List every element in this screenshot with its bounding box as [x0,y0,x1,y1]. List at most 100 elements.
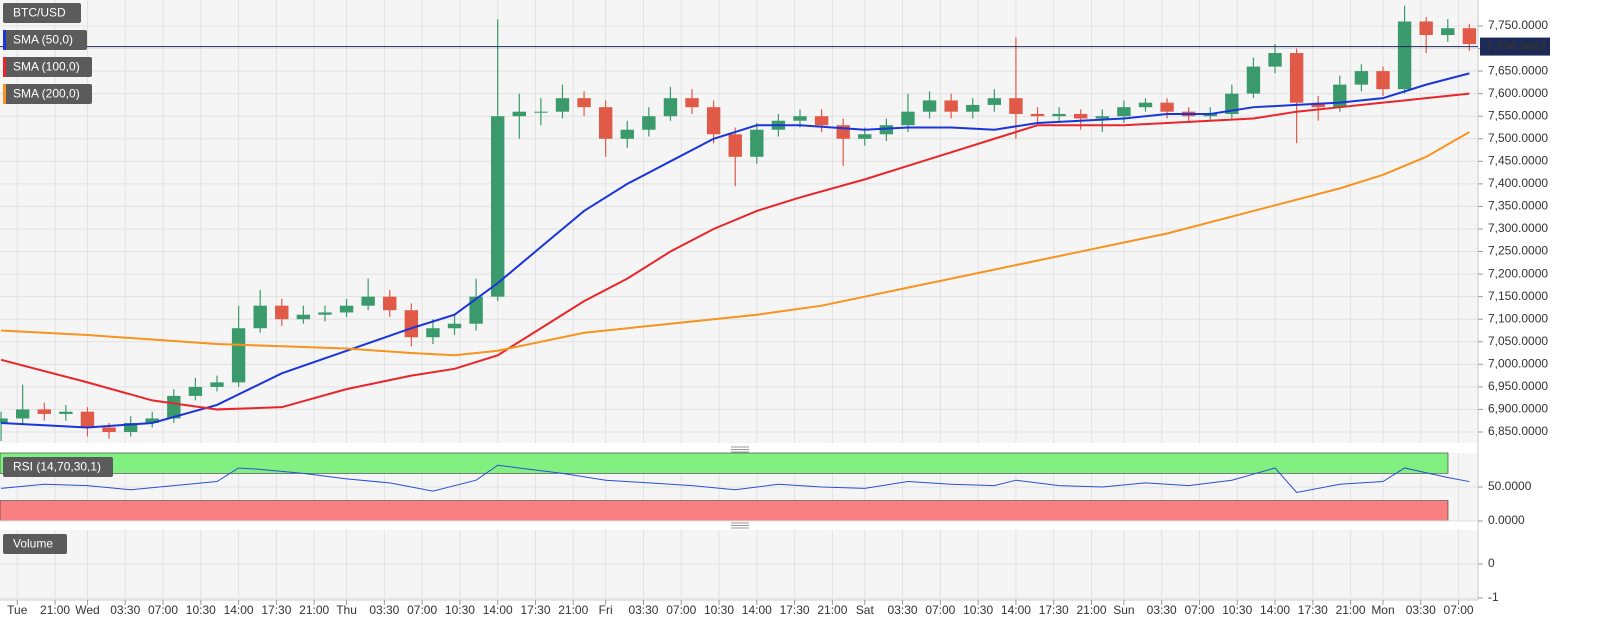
x-tick-label: Tue [7,603,28,617]
candle-body [231,328,246,383]
x-tick-label: 03:30 [110,603,140,617]
candle-body [469,296,483,324]
candle-body [1009,98,1023,114]
legend-tag-box [3,84,92,104]
y-tick-label: 7,150.0000 [1488,289,1548,303]
legend-tag: SMA (200,0) [3,84,92,104]
x-tick-label: 21:00 [1076,603,1106,617]
x-tick-label: 03:30 [369,603,399,617]
candle-body [383,296,397,311]
x-tick-label: Sat [856,603,875,617]
candle-body [210,382,224,387]
x-tick-label: 14:00 [483,603,513,617]
y-tick-label: 7,500.0000 [1488,131,1548,145]
x-tick-label: 21:00 [1336,603,1366,617]
indicator-tag-box [3,457,113,477]
candle-body [1138,102,1153,108]
y-tick-label: 7,550.0000 [1488,108,1548,122]
legend-tag-color [3,57,6,77]
candle-body [404,310,419,338]
candle-body [685,98,699,108]
x-tick-label: Thu [336,603,357,617]
x-tick-label: 21:00 [558,603,588,617]
x-tick-label: 17:30 [261,603,291,617]
y-tick-label: 6,850.0000 [1488,424,1548,438]
candle-body [188,386,203,396]
candle-body [339,305,354,313]
candle-body [879,125,894,135]
legend-tag: SMA (100,0) [3,57,92,77]
y-tick-label: 7,000.0000 [1488,356,1548,370]
candle-body [922,100,937,112]
indicator-line [1,464,1470,493]
x-tick-label: 17:30 [780,603,810,617]
candle-body [80,411,95,428]
y-tick-label: 7,200.0000 [1488,266,1548,280]
candle-body [620,129,634,139]
indicator-tag-text: Volume [13,537,53,551]
x-tick-label: 07:00 [407,603,437,617]
candle-body [1462,28,1477,45]
indicator-line [1,131,1470,357]
candle-body [145,418,159,423]
price-panel [0,0,1478,443]
y-tick-label: 6,950.0000 [1488,379,1548,393]
y-tick-label: 7,600.0000 [1488,86,1548,100]
candle-body [987,98,1002,105]
x-tick-label: 07:00 [925,603,955,617]
candle-body [1441,28,1455,36]
candle-body [1203,113,1217,117]
y-tick-label: 7,350.0000 [1488,199,1548,213]
x-tick-label: 10:30 [963,603,993,617]
legend-tag-color [3,84,6,104]
x-tick-label: 17:30 [1039,603,1069,617]
candle-body [512,111,526,117]
x-tick-label: 21:00 [40,603,70,617]
last-price-tag: 7,704.3683 [1480,37,1550,56]
candle-body [296,314,311,320]
panel-handle[interactable] [731,446,749,453]
candle-body [966,104,980,112]
rsi-band [0,500,1449,522]
x-tick-label: 07:00 [666,603,696,617]
x-tick-label: 03:30 [1406,603,1436,617]
y-tick-label: 7,250.0000 [1488,244,1548,258]
indicator-tag-text: RSI (14,70,30,1) [13,460,101,474]
candle-body [426,328,440,338]
x-tick-label: 10:30 [186,603,216,617]
x-tick-label: 03:30 [888,603,918,617]
candle-body [1246,66,1261,94]
legend-tag: SMA (50,0) [3,30,87,50]
symbol-tag-box [3,3,81,23]
y-tick-label: 7,300.0000 [1488,221,1548,235]
y-tick-label: 0.0000 [1488,513,1525,527]
candle-body [1397,21,1412,90]
symbol-tag-text: BTC/USD [13,6,66,20]
panel-handle[interactable] [731,522,749,529]
candle-body [1095,116,1109,119]
x-tick-label: 14:00 [1001,603,1031,617]
y-tick-label: -1 [1488,590,1499,604]
legend-tag-text: SMA (100,0) [13,60,80,74]
candle-body [1311,102,1325,108]
candle-body [1376,71,1390,90]
indicator-tag: RSI (14,70,30,1) [3,457,113,477]
candle-body [361,296,375,306]
candle-body [59,411,73,414]
candle-body [750,129,764,157]
candle-body [1289,53,1304,103]
candle-body [167,395,181,419]
candle-body [275,305,289,320]
candle-body [1074,113,1088,119]
legend-tag-box [3,57,92,77]
rsi-band [0,452,1449,474]
candle-body [555,98,570,112]
y-tick-label: 7,100.0000 [1488,311,1548,325]
candle-body [102,427,116,432]
x-tick-label: 17:30 [1298,603,1328,617]
candle-body [728,134,742,157]
candle-body [123,422,138,432]
indicator-line [0,92,1470,411]
y-tick-label: 0 [1488,556,1495,570]
